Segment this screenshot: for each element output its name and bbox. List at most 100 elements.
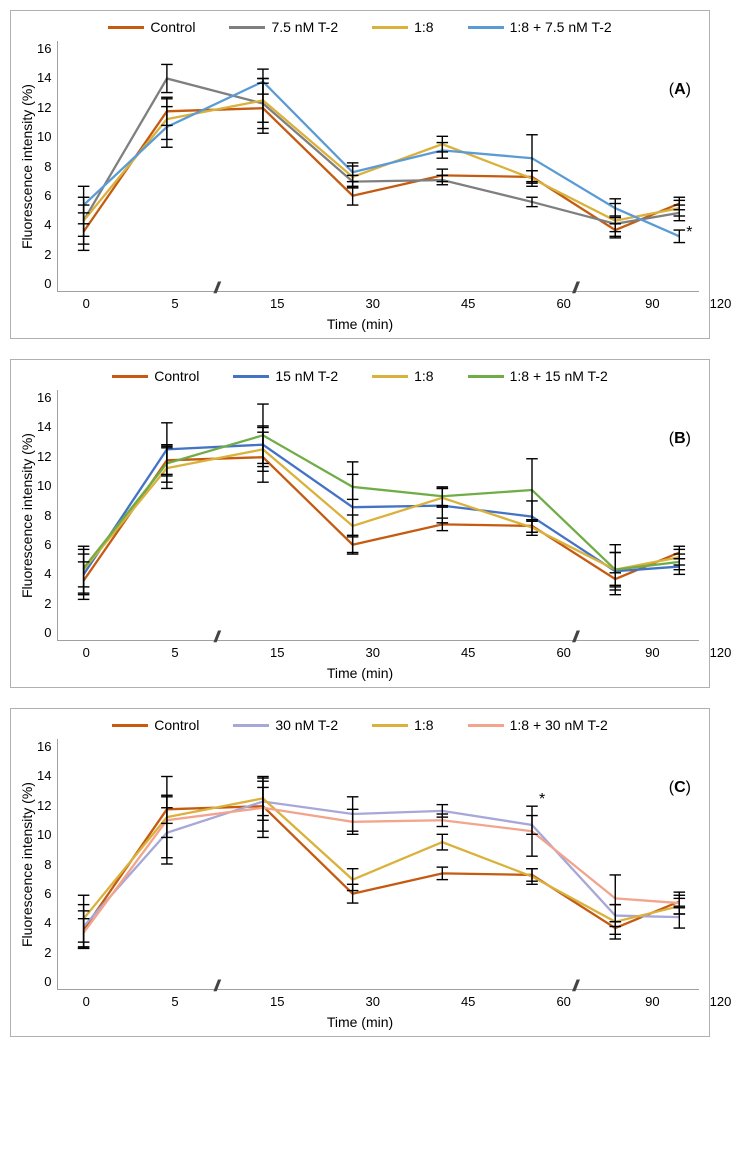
y-tick: 2 [44, 945, 51, 960]
chart-svg [58, 390, 699, 640]
y-tick: 8 [44, 159, 51, 174]
legend-label: 7.5 nM T-2 [271, 19, 338, 35]
chart-body: Fluorescence intensity (%)1614121086420/… [11, 386, 709, 645]
legend-swatch [112, 375, 148, 378]
legend-item: 7.5 nM T-2 [229, 19, 338, 35]
x-tick: 5 [171, 645, 178, 660]
y-tick: 12 [37, 449, 51, 464]
legend-item: 1:8 [372, 368, 433, 384]
y-axis-label: Fluorescence intensity (%) [17, 41, 37, 292]
x-tick: 90 [645, 994, 659, 1009]
x-tick: 45 [461, 296, 475, 311]
y-tick: 16 [37, 41, 51, 56]
y-tick: 10 [37, 827, 51, 842]
series-line [84, 435, 680, 569]
chart-body: Fluorescence intensity (%)1614121086420/… [11, 735, 709, 994]
legend-label: 1:8 [414, 368, 433, 384]
chart-svg [58, 739, 699, 989]
chart-body: Fluorescence intensity (%)16 14 12 10 8 6 4 2 0 /… [11, 37, 709, 296]
y-tick: 6 [44, 537, 51, 552]
y-tick: 12 [37, 100, 51, 115]
x-tick: 30 [365, 296, 379, 311]
legend-item: 1:8 + 15 nM T-2 [468, 368, 608, 384]
y-tick: 0 [44, 276, 51, 291]
y-axis-label: Fluorescence intensity (%) [17, 739, 37, 990]
series-line [84, 457, 680, 580]
legend-label: Control [150, 19, 195, 35]
x-axis-label: Time (min) [11, 663, 709, 687]
y-tick: 0 [44, 625, 51, 640]
legend-label: 1:8 + 7.5 nM T-2 [510, 19, 612, 35]
legend-swatch [468, 26, 504, 29]
y-tick: 0 [44, 974, 51, 989]
legend-swatch [112, 724, 148, 727]
legend-swatch [372, 375, 408, 378]
legend-label: Control [154, 368, 199, 384]
y-tick: 2 [44, 596, 51, 611]
y-tick: 8 [44, 857, 51, 872]
y-tick: 14 [37, 70, 51, 85]
y-tick: 4 [44, 566, 51, 581]
legend-swatch [372, 724, 408, 727]
x-tick: 90 [645, 645, 659, 660]
legend-swatch [233, 724, 269, 727]
x-tick: 45 [461, 994, 475, 1009]
x-tick: 60 [556, 994, 570, 1009]
plot-area: ////* [57, 41, 699, 292]
legend-label: 1:8 [414, 19, 433, 35]
x-tick: 15 [270, 994, 284, 1009]
series-line [84, 798, 680, 921]
series-line [84, 449, 680, 569]
x-tick: 120 [710, 994, 732, 1009]
legend-item: Control [108, 19, 195, 35]
x-tick: 90 [645, 296, 659, 311]
plot-area: ////* [57, 739, 699, 990]
x-tick: 5 [171, 994, 178, 1009]
legend-item: 1:8 + 30 nM T-2 [468, 717, 608, 733]
legend-label: 30 nM T-2 [275, 717, 338, 733]
x-tick: 15 [270, 645, 284, 660]
y-tick: 4 [44, 915, 51, 930]
y-ticks: 1614121086420 [37, 390, 57, 640]
legend-swatch [372, 26, 408, 29]
legend: Control 7.5 nM T-2 1:8 1:8 + 7.5 nM T-2 [11, 11, 709, 37]
series-line [84, 79, 680, 224]
legend-item: Control [112, 717, 199, 733]
y-tick: 6 [44, 886, 51, 901]
chart-panel: Control7.5 nM T-21:81:8 + 7.5 nM T-2(A)F… [10, 10, 710, 339]
series-line [84, 445, 680, 575]
x-tick: 45 [461, 645, 475, 660]
plot-area: //// [57, 390, 699, 641]
y-tick: 14 [37, 768, 51, 783]
legend-item: 1:8 [372, 717, 433, 733]
y-ticks: 16 14 12 10 8 6 4 2 0 [37, 41, 57, 291]
y-tick: 8 [44, 508, 51, 523]
legend: Control15 nM T-21:81:8 + 15 nM T-2 [11, 360, 709, 386]
legend-item: 30 nM T-2 [233, 717, 338, 733]
series-line [84, 100, 680, 220]
x-tick: 15 [270, 296, 284, 311]
x-tick: 5 [171, 296, 178, 311]
series-line [84, 108, 680, 231]
y-tick: 2 [44, 247, 51, 262]
y-tick: 4 [44, 217, 51, 232]
legend-label: 1:8 + 30 nM T-2 [510, 717, 608, 733]
legend-swatch [468, 724, 504, 727]
x-tick: 30 [365, 994, 379, 1009]
legend-item: 1:8 [372, 19, 433, 35]
legend-swatch [229, 26, 265, 29]
x-tick: 30 [365, 645, 379, 660]
chart-svg [58, 41, 699, 291]
x-ticks: 051530456090120 [59, 645, 737, 663]
y-tick: 6 [44, 188, 51, 203]
x-tick: 0 [83, 645, 90, 660]
x-tick: 0 [83, 994, 90, 1009]
y-tick: 12 [37, 798, 51, 813]
legend-swatch [233, 375, 269, 378]
legend-label: 1:8 [414, 717, 433, 733]
y-tick: 10 [37, 478, 51, 493]
legend-item: Control [112, 368, 199, 384]
y-tick: 10 [37, 129, 51, 144]
legend-label: 1:8 + 15 nM T-2 [510, 368, 608, 384]
x-tick: 60 [556, 645, 570, 660]
